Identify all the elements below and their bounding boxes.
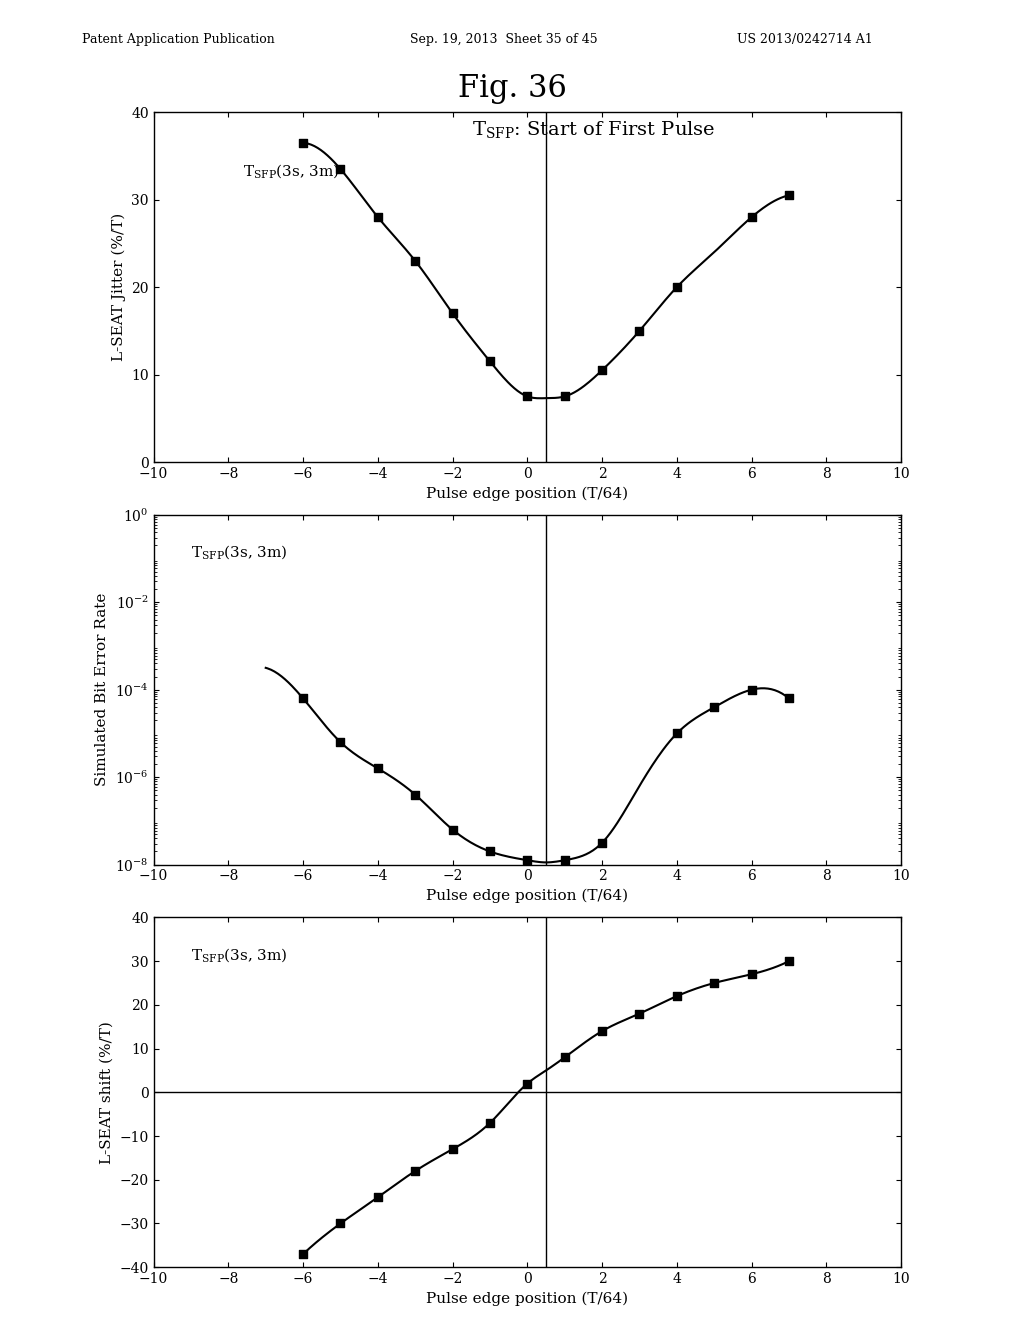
Point xyxy=(743,207,760,228)
Point xyxy=(594,359,610,380)
Text: Sep. 19, 2013  Sheet 35 of 45: Sep. 19, 2013 Sheet 35 of 45 xyxy=(410,33,597,46)
Point xyxy=(444,1139,461,1160)
Point xyxy=(557,385,573,407)
Text: $\mathregular{T_{SFP}}$(3s, 3m): $\mathregular{T_{SFP}}$(3s, 3m) xyxy=(244,162,340,180)
Y-axis label: L-SEAT Jitter (%/T): L-SEAT Jitter (%/T) xyxy=(112,213,126,362)
Point xyxy=(594,1020,610,1041)
Point xyxy=(444,818,461,841)
Point xyxy=(408,784,424,805)
Text: $\mathregular{T_{SFP}}$(3s, 3m): $\mathregular{T_{SFP}}$(3s, 3m) xyxy=(190,946,288,964)
Point xyxy=(707,697,723,718)
Y-axis label: Simulated Bit Error Rate: Simulated Bit Error Rate xyxy=(95,593,110,787)
Point xyxy=(295,688,311,709)
Point xyxy=(482,841,499,862)
Point xyxy=(631,1003,648,1024)
Point xyxy=(780,950,797,972)
Text: US 2013/0242714 A1: US 2013/0242714 A1 xyxy=(737,33,873,46)
Point xyxy=(594,832,610,853)
Point xyxy=(332,731,348,752)
Point xyxy=(519,385,536,407)
Point xyxy=(370,207,386,228)
Point xyxy=(370,758,386,779)
Point xyxy=(482,1113,499,1134)
Point xyxy=(557,1047,573,1068)
Y-axis label: L-SEAT shift (%/T): L-SEAT shift (%/T) xyxy=(100,1020,114,1164)
Point xyxy=(519,1073,536,1094)
Point xyxy=(332,158,348,180)
Point xyxy=(669,986,685,1007)
Text: $\mathregular{T_{SFP}}$: Start of First Pulse: $\mathregular{T_{SFP}}$: Start of First … xyxy=(472,119,716,140)
Point xyxy=(557,850,573,871)
Point xyxy=(669,276,685,297)
Point xyxy=(408,1160,424,1181)
Point xyxy=(408,251,424,272)
X-axis label: Pulse edge position (T/64): Pulse edge position (T/64) xyxy=(426,486,629,500)
Point xyxy=(631,321,648,342)
Point xyxy=(444,302,461,323)
Text: $\mathregular{T_{SFP}}$(3s, 3m): $\mathregular{T_{SFP}}$(3s, 3m) xyxy=(190,544,288,561)
Point xyxy=(669,723,685,744)
Point xyxy=(482,351,499,372)
Point xyxy=(295,132,311,153)
Point xyxy=(707,973,723,994)
Text: Fig. 36: Fig. 36 xyxy=(458,73,566,103)
Point xyxy=(743,964,760,985)
X-axis label: Pulse edge position (T/64): Pulse edge position (T/64) xyxy=(426,1291,629,1305)
Point xyxy=(743,678,760,700)
X-axis label: Pulse edge position (T/64): Pulse edge position (T/64) xyxy=(426,888,629,903)
Point xyxy=(332,1213,348,1234)
Point xyxy=(295,1243,311,1265)
Point xyxy=(370,1187,386,1208)
Text: Patent Application Publication: Patent Application Publication xyxy=(82,33,274,46)
Point xyxy=(780,688,797,709)
Point xyxy=(780,185,797,206)
Point xyxy=(519,850,536,871)
